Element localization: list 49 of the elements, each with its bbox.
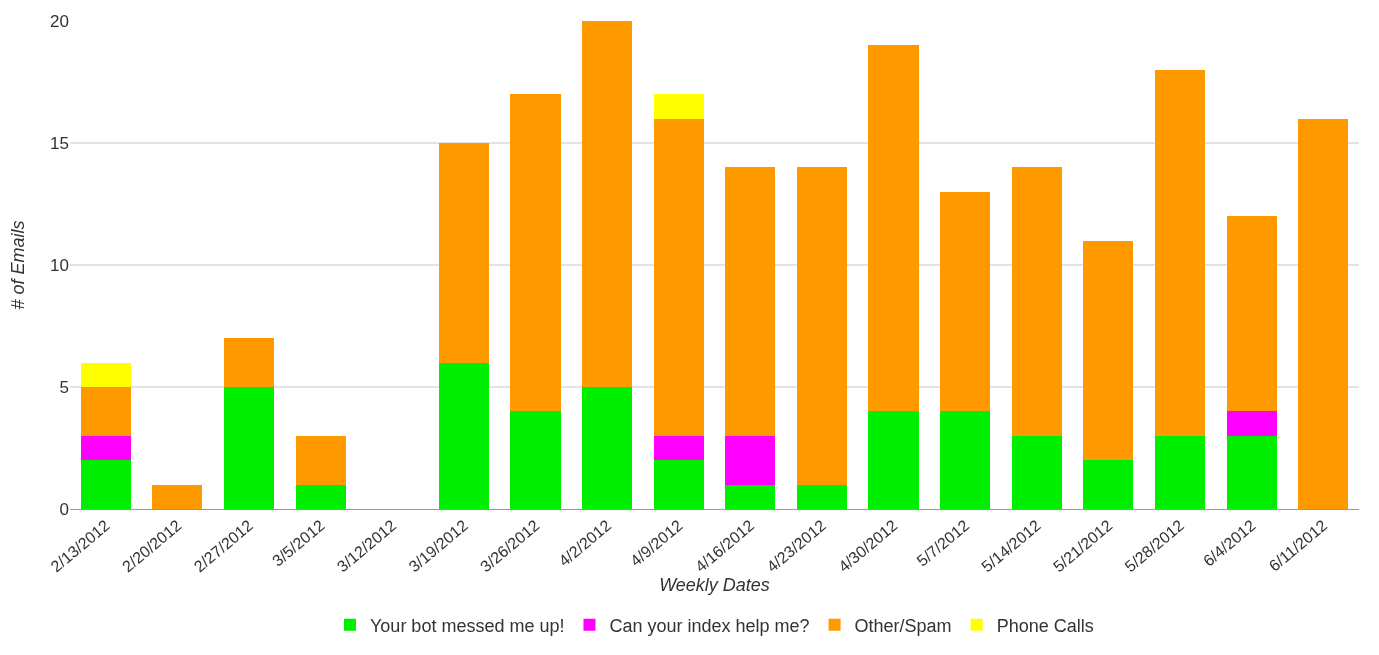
bar [1154, 435, 1206, 509]
legend-label: Can your index help me? [609, 615, 810, 636]
bar [80, 435, 131, 461]
bar [653, 435, 704, 461]
bar [1226, 216, 1277, 412]
legend-label: Phone Calls [996, 615, 1094, 636]
bar [796, 484, 847, 509]
bar [152, 484, 203, 509]
y-axis-title: # of Emails [8, 220, 28, 310]
bar [653, 118, 704, 436]
bar [725, 435, 776, 485]
bar [1298, 118, 1349, 509]
bar [1226, 411, 1277, 436]
bar [653, 94, 704, 119]
y-tick-label: 20 [50, 11, 69, 31]
bar [940, 191, 991, 412]
bar [796, 167, 847, 485]
bar [868, 45, 919, 412]
bar [1083, 240, 1134, 461]
y-tick-label: 10 [50, 255, 69, 275]
x-axis-title: Weekly Dates [659, 575, 770, 596]
bar [80, 362, 131, 387]
bar [940, 411, 991, 509]
bar [510, 411, 561, 509]
bar [582, 387, 633, 509]
bar [80, 387, 131, 436]
y-tick-label: 15 [50, 133, 69, 153]
y-tick-label: 0 [59, 499, 69, 519]
bar [653, 460, 704, 509]
bar [438, 143, 489, 363]
bar [80, 460, 131, 509]
bar [868, 411, 919, 509]
bar [295, 435, 346, 485]
bar [295, 484, 346, 509]
legend-label: Your bot messed me up! [370, 615, 565, 636]
legend-label: Other/Spam [854, 615, 952, 636]
bar [725, 167, 776, 436]
bar [1226, 435, 1277, 509]
bar [510, 94, 561, 412]
bar [1011, 167, 1062, 436]
y-tick-label: 5 [59, 377, 69, 397]
bar [438, 362, 489, 509]
bar [725, 484, 776, 509]
bar [223, 338, 275, 387]
bar [1083, 460, 1134, 509]
bar [223, 387, 275, 509]
bar [1011, 435, 1062, 509]
bar [582, 21, 633, 387]
bar [1154, 69, 1206, 436]
